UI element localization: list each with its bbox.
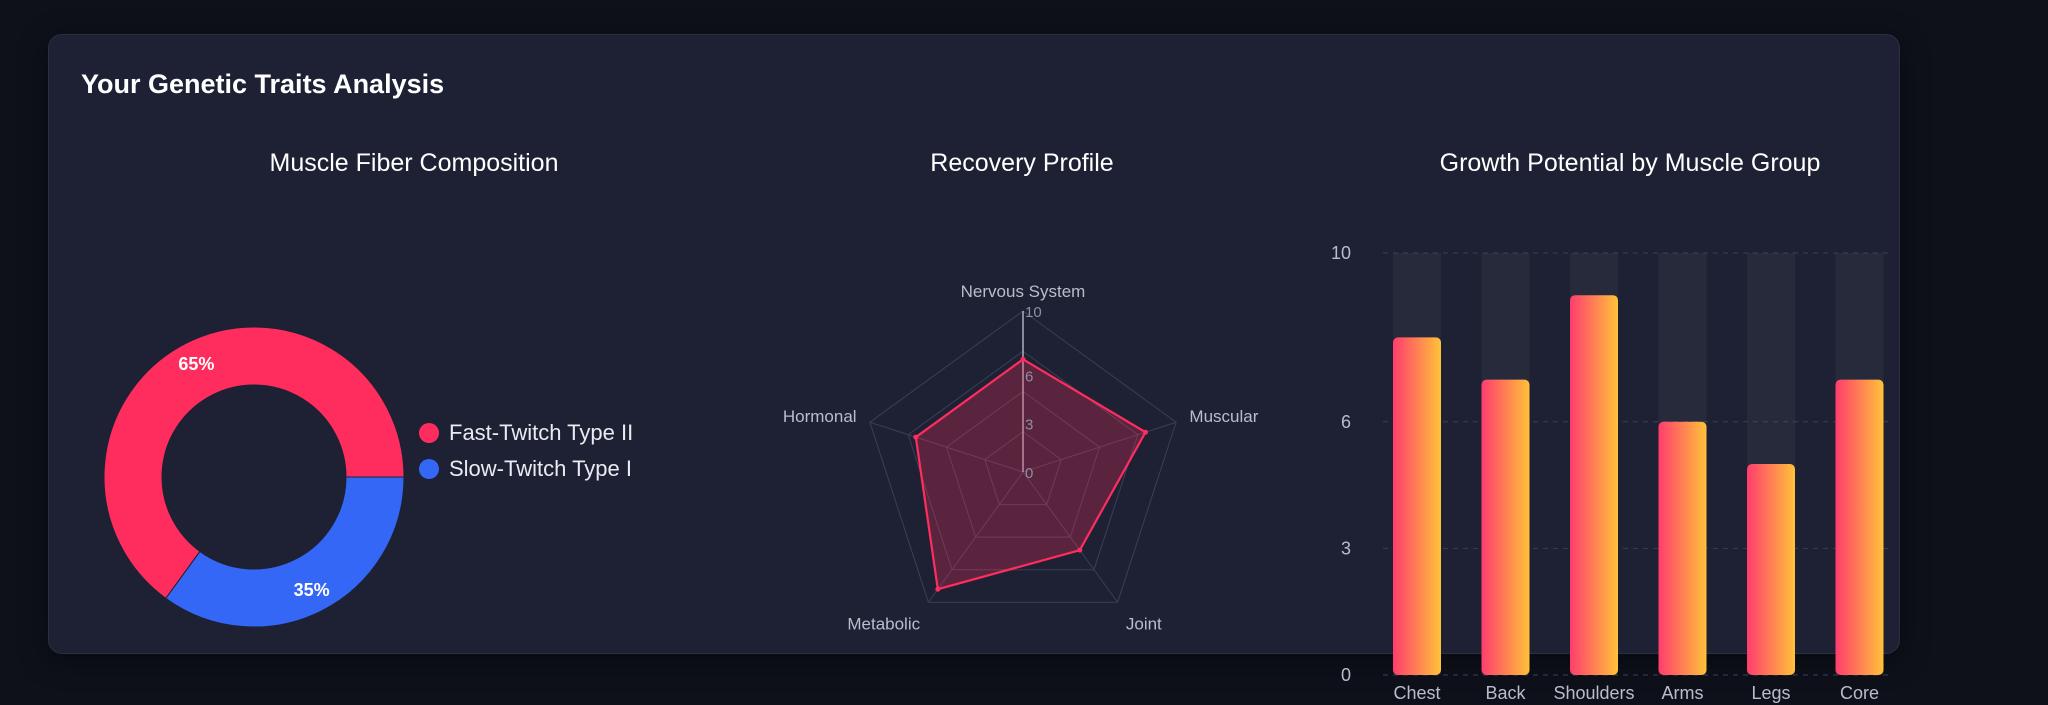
donut-label-fast-twitch-type-ii: 65% xyxy=(178,354,214,374)
radar-grid-ring xyxy=(984,431,1062,506)
growth-chart-title: Growth Potential by Muscle Group xyxy=(1439,149,1821,177)
bar-core xyxy=(1835,379,1884,675)
legend-swatch-fast-twitch xyxy=(419,423,439,443)
bar-arms xyxy=(1658,421,1707,675)
legend-label-slow-twitch: Slow-Twitch Type I xyxy=(449,456,632,481)
fiber-donut-chart: 65% 35% xyxy=(103,326,405,628)
radar-point-joint xyxy=(1077,547,1083,553)
bar-x-label-arms: Arms xyxy=(1662,683,1704,703)
legend-label-fast-twitch: Fast-Twitch Type II xyxy=(449,420,634,445)
legend-swatch-slow-twitch xyxy=(419,459,439,479)
radar-spoke xyxy=(1022,421,1177,473)
radar-axis-label-nervous-system: Nervous System xyxy=(961,282,1086,301)
bar-y-tick-label: 3 xyxy=(1341,538,1351,558)
bar-shoulders xyxy=(1570,295,1618,675)
radar-tick-label: 6 xyxy=(1025,368,1033,385)
bar-x-label-back: Back xyxy=(1485,683,1526,703)
radar-spoke xyxy=(927,471,1024,603)
radar-axis-label-hormonal: Hormonal xyxy=(783,407,857,426)
radar-point-hormonal xyxy=(913,434,919,440)
radar-grid-ring xyxy=(869,310,1177,603)
radar-point-muscular xyxy=(1142,429,1148,435)
radar-spoke xyxy=(869,421,1024,473)
radar-tick-label: 10 xyxy=(1025,304,1042,321)
recovery-radar-chart: 0 3 6 10 Nervous System Muscular Joint Metaboli… xyxy=(783,282,1259,634)
bar-back xyxy=(1481,379,1530,675)
radar-tick-label: 3 xyxy=(1025,417,1033,434)
growth-bar-chart: 0 3 6 10 Chest Back Shoulders Arms Legs Core xyxy=(1331,243,1889,703)
fiber-legend: Fast-Twitch Type II Slow-Twitch Type I xyxy=(419,415,633,487)
recovery-chart-title: Recovery Profile xyxy=(930,149,1114,177)
donut-label-slow-twitch-type-i: 35% xyxy=(294,580,330,600)
fiber-chart-title: Muscle Fiber Composition xyxy=(269,149,559,177)
donut-slice-slow-twitch-type-i xyxy=(165,476,405,628)
radar-grid-ring xyxy=(907,350,1139,571)
radar-tick-label: 0 xyxy=(1025,465,1033,482)
legend-item-slow-twitch[interactable]: Slow-Twitch Type I xyxy=(419,451,633,487)
bar-x-label-core: Core xyxy=(1840,683,1879,703)
radar-grid-ring xyxy=(945,390,1101,538)
bar-chest xyxy=(1393,337,1441,675)
bar-x-label-shoulders: Shoulders xyxy=(1553,683,1634,703)
genetic-traits-panel: Your Genetic Traits Analysis Muscle Fibe… xyxy=(48,34,1900,703)
bar-y-tick-label: 0 xyxy=(1341,665,1351,685)
panel-title: Your Genetic Traits Analysis xyxy=(81,69,445,99)
radar-axis-label-metabolic: Metabolic xyxy=(847,615,920,634)
bar-legs xyxy=(1747,464,1795,675)
radar-point-metabolic xyxy=(935,586,941,592)
bar-y-tick-label: 10 xyxy=(1331,243,1351,263)
legend-item-fast-twitch[interactable]: Fast-Twitch Type II xyxy=(419,415,633,451)
radar-axis-label-muscular: Muscular xyxy=(1189,407,1258,426)
radar-axis-label-joint: Joint xyxy=(1126,615,1162,634)
donut-slice-fast-twitch-type-ii xyxy=(103,326,405,600)
radar-spoke xyxy=(1022,471,1119,603)
bar-x-label-chest: Chest xyxy=(1393,683,1440,703)
bar-x-label-legs: Legs xyxy=(1751,683,1790,703)
radar-data-area xyxy=(914,357,1147,591)
bar-y-tick-label: 6 xyxy=(1341,412,1351,432)
radar-point-nervous-system xyxy=(1020,356,1026,362)
